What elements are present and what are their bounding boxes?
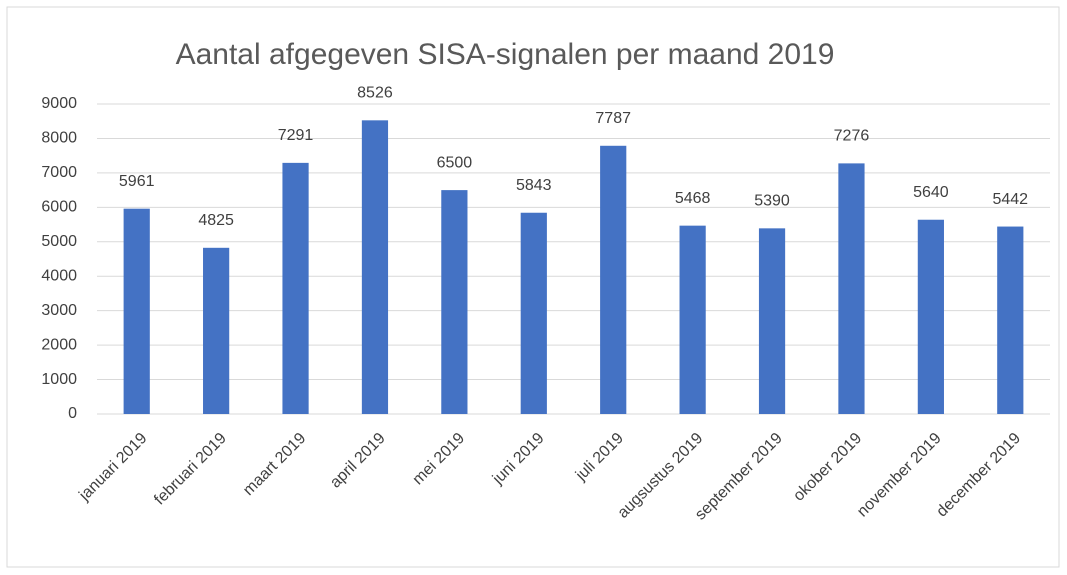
bar bbox=[997, 226, 1024, 414]
y-tick-label: 4000 bbox=[41, 267, 77, 284]
y-tick-label: 7000 bbox=[41, 164, 77, 181]
data-label: 5843 bbox=[516, 177, 552, 194]
bar bbox=[758, 228, 786, 414]
data-label: 7787 bbox=[595, 110, 631, 127]
y-tick-label: 3000 bbox=[41, 302, 77, 319]
data-label: 5468 bbox=[675, 190, 711, 207]
bar bbox=[282, 162, 309, 414]
bar bbox=[123, 208, 150, 414]
bar bbox=[520, 212, 547, 414]
data-label: 8526 bbox=[357, 85, 393, 102]
bar bbox=[917, 219, 944, 414]
data-label: 7276 bbox=[834, 128, 870, 145]
data-label: 5390 bbox=[754, 193, 790, 210]
y-tick-label: 8000 bbox=[41, 130, 77, 147]
bar bbox=[203, 247, 230, 414]
chart-title: Aantal afgegeven SISA-signalen per maand… bbox=[176, 38, 835, 71]
data-label: 4825 bbox=[198, 212, 234, 229]
bar bbox=[679, 225, 706, 414]
y-tick-label: 0 bbox=[68, 405, 77, 422]
y-tick-label: 5000 bbox=[41, 233, 77, 250]
bar bbox=[361, 120, 389, 415]
bar bbox=[838, 163, 865, 414]
data-label: 5961 bbox=[119, 173, 155, 190]
y-tick-label: 6000 bbox=[41, 199, 77, 216]
data-label: 6500 bbox=[437, 154, 473, 171]
data-label: 5640 bbox=[913, 184, 949, 201]
y-tick-label: 2000 bbox=[41, 336, 77, 353]
bar bbox=[600, 145, 627, 414]
data-label: 5442 bbox=[992, 191, 1028, 208]
y-tick-label: 1000 bbox=[41, 371, 77, 388]
bar bbox=[441, 190, 468, 414]
data-label: 7291 bbox=[278, 127, 314, 144]
y-tick-label: 9000 bbox=[41, 95, 77, 112]
